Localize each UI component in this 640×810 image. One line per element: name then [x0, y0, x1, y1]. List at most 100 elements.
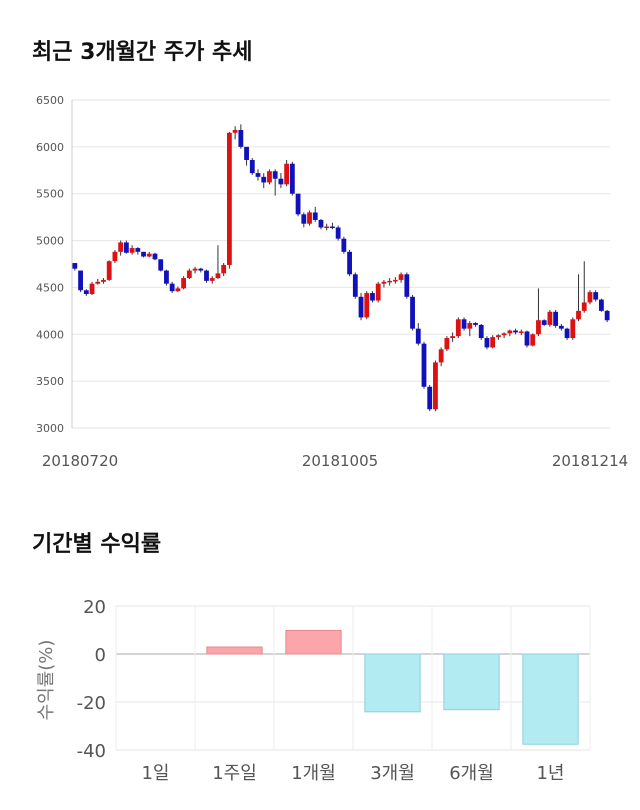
- candle-body: [387, 280, 393, 283]
- candle-body: [215, 273, 221, 279]
- bar-category-label: 1개월: [291, 763, 336, 784]
- candle-body: [232, 129, 238, 133]
- returns-title: 기간별 수익률: [32, 532, 162, 557]
- candle-y-ticks: 6500 6000 5500 5000 4500 4000 3500 3000: [36, 94, 64, 435]
- candle-body: [398, 274, 404, 280]
- candle-body: [370, 293, 375, 301]
- candle-body: [312, 212, 318, 220]
- bar-categories: 1일 1주일 1개월 3개월 6개월 1년: [141, 763, 564, 784]
- candle-body: [152, 253, 158, 260]
- candle-body: [507, 330, 513, 334]
- candle-body: [135, 248, 141, 252]
- candle-body: [564, 328, 570, 339]
- bar-category-label: 1일: [141, 763, 169, 784]
- candle-body: [192, 268, 198, 271]
- candle-body: [576, 310, 581, 320]
- candle-body: [129, 248, 135, 253]
- candle-body: [198, 268, 204, 271]
- candle-body: [249, 159, 255, 174]
- candle-body: [518, 331, 524, 333]
- candle-body: [238, 129, 244, 147]
- candle-body: [255, 173, 261, 177]
- candle-body: [146, 253, 152, 257]
- candle-body: [95, 281, 101, 284]
- candle-body: [524, 331, 530, 346]
- candle-body: [244, 146, 249, 160]
- return-bar: [285, 629, 342, 655]
- candle-body: [341, 238, 347, 252]
- candle-body: [593, 292, 599, 300]
- candle-body: [118, 242, 124, 252]
- candle-body: [427, 386, 433, 410]
- candle-body: [467, 323, 473, 329]
- candle-body: [438, 349, 444, 363]
- candle-body: [318, 219, 324, 228]
- candle-y-tick: 4500: [36, 281, 64, 294]
- bar-gridlines: [115, 605, 591, 751]
- candle-body: [89, 283, 95, 294]
- candle-body: [415, 328, 421, 344]
- candle-body: [547, 311, 553, 325]
- bar-category-label: 1년: [536, 763, 564, 784]
- candle-body: [558, 325, 564, 329]
- candle-body: [101, 279, 106, 282]
- candle-body: [295, 193, 301, 215]
- candle-body: [484, 338, 490, 348]
- candle-body: [553, 311, 559, 326]
- candle-body: [581, 302, 587, 311]
- candle-body: [490, 337, 496, 348]
- candle-body: [364, 293, 370, 318]
- candle-series: [72, 124, 610, 412]
- candle-body: [604, 310, 610, 321]
- x-label-start: 20180720: [42, 452, 118, 470]
- candle-body: [83, 290, 89, 294]
- candle-body: [455, 319, 461, 337]
- candle-body: [570, 319, 576, 339]
- candlestick-chart: 6500 6000 5500 5000 4500 4000 3500 3000 2018072…: [36, 94, 628, 470]
- price-trend-title: 최근 3개월간 주가 추세: [32, 40, 253, 65]
- candle-body: [501, 333, 507, 336]
- candle-y-tick: 6000: [36, 141, 64, 154]
- candle-body: [209, 278, 215, 281]
- bar-series: [206, 629, 579, 745]
- candle-body: [226, 132, 232, 265]
- candle-gridlines: [71, 99, 610, 429]
- candle-body: [123, 242, 129, 253]
- candle-body: [461, 319, 467, 329]
- candle-body: [358, 296, 364, 318]
- bar-category-label: 6개월: [449, 763, 494, 784]
- candle-body: [272, 171, 278, 179]
- candle-body: [433, 362, 438, 410]
- candle-body: [530, 334, 536, 346]
- return-bar: [206, 646, 263, 655]
- candle-y-tick: 4000: [36, 328, 64, 341]
- candle-body: [375, 283, 381, 301]
- candle-body: [181, 278, 187, 289]
- bar-y-axis-label: 수익률(%): [36, 640, 57, 721]
- candle-y-tick: 3000: [36, 422, 64, 435]
- bar-y-tick: -40: [77, 741, 106, 762]
- candle-body: [450, 336, 456, 339]
- candle-body: [410, 296, 415, 329]
- candle-body: [541, 320, 547, 325]
- candle-body: [381, 281, 387, 284]
- candle-body: [335, 227, 341, 239]
- candle-body: [421, 343, 427, 387]
- candle-y-tick: 3500: [36, 375, 64, 388]
- candle-body: [473, 323, 478, 325]
- bar-y-tick: -20: [77, 693, 106, 714]
- candle-y-tick: 6500: [36, 94, 64, 107]
- candle-body: [478, 324, 484, 339]
- bar-category-label: 1주일: [212, 763, 257, 784]
- candle-body: [347, 251, 352, 275]
- candle-body: [267, 171, 272, 183]
- candle-body: [536, 320, 541, 335]
- candle-body: [164, 270, 169, 284]
- candle-body: [186, 270, 192, 279]
- candle-body: [261, 176, 267, 183]
- candle-body: [78, 270, 83, 291]
- candle-body: [324, 226, 330, 229]
- candle-body: [352, 274, 358, 297]
- candle-y-tick: 5500: [36, 188, 64, 201]
- bar-category-label: 3개월: [370, 763, 415, 784]
